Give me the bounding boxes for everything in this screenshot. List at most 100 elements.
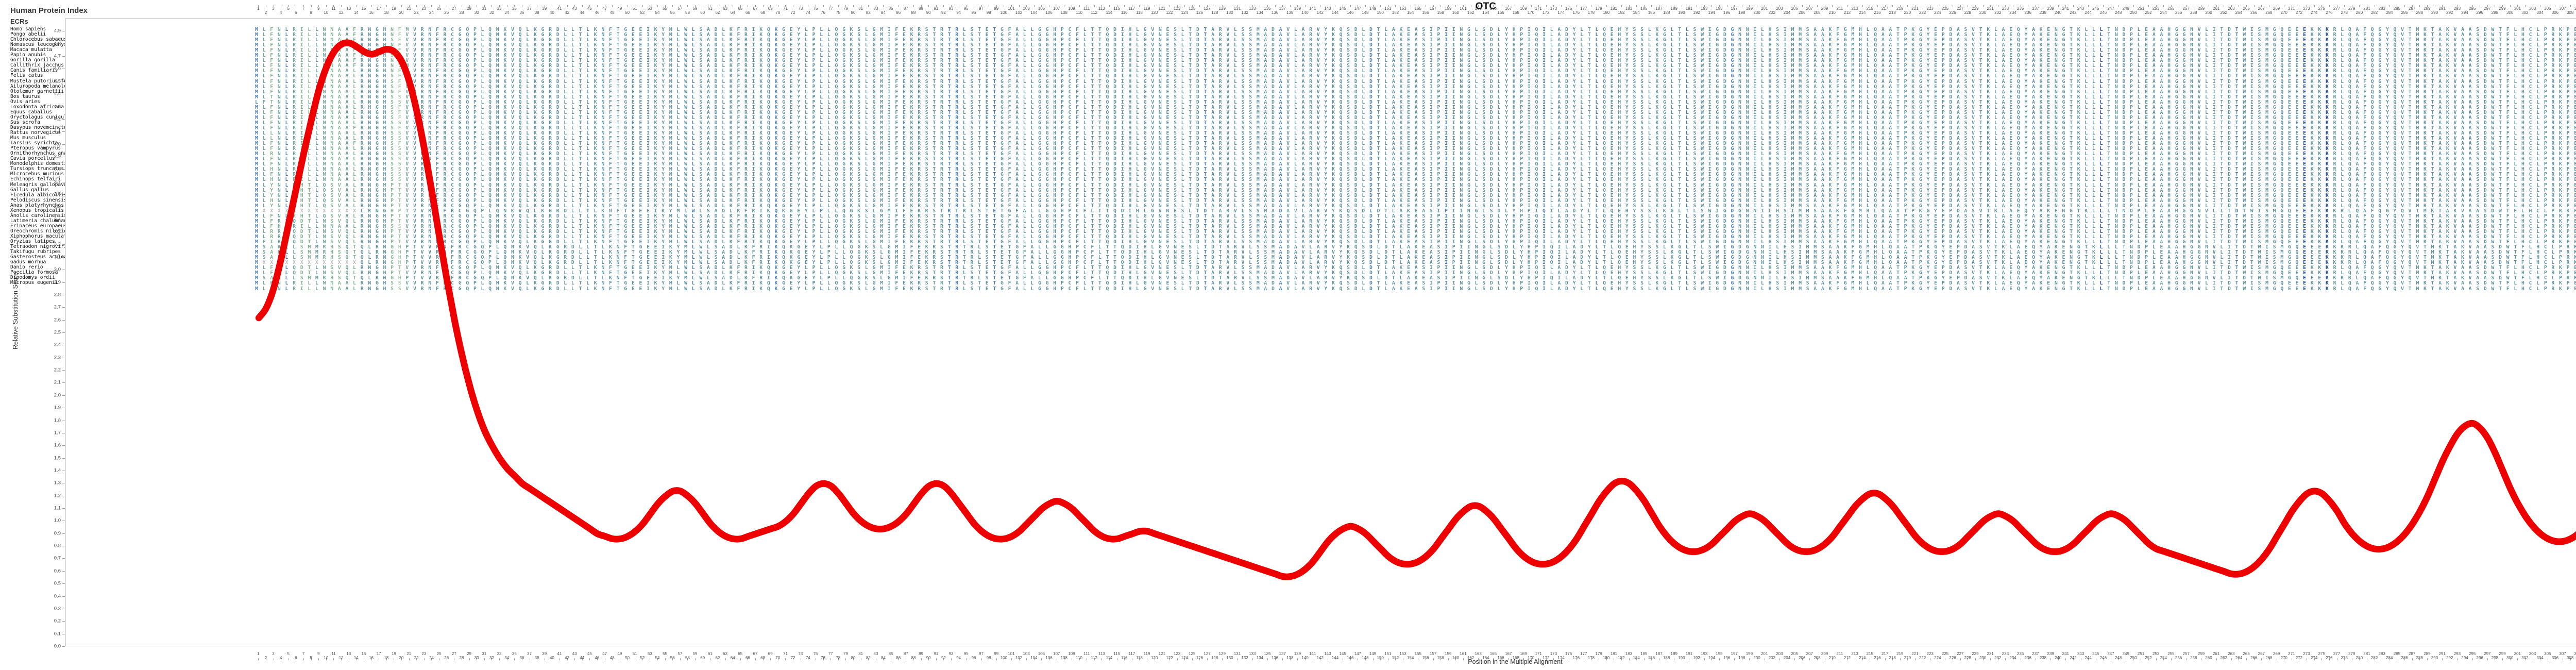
- x-axis-tick-mark: [1463, 5, 1464, 7]
- x-axis-tick-label: 237: [2032, 651, 2039, 656]
- x-axis-tick-label: 269: [2273, 6, 2280, 11]
- x-axis-tick-label: 19: [391, 651, 396, 656]
- x-axis-tick-label: 98: [986, 10, 991, 15]
- x-axis-tick-label: 282: [2370, 656, 2378, 660]
- x-axis-tick-mark: [1267, 5, 1268, 7]
- x-axis-tick-label: 201: [1760, 6, 1768, 11]
- x-axis-tick-label: 154: [1406, 10, 1414, 15]
- x-axis-tick-label: 164: [1482, 656, 1489, 660]
- x-axis-tick-label: 229: [1972, 6, 1979, 11]
- x-axis-tick-mark: [2419, 658, 2420, 660]
- x-axis-tick-label: 31: [482, 6, 487, 11]
- x-axis-tick-label: 150: [1377, 10, 1384, 15]
- x-axis-tick-label: 50: [625, 656, 630, 660]
- x-axis-tick-label: 223: [1926, 651, 1934, 656]
- x-axis-tick-label: 238: [2039, 656, 2047, 660]
- x-axis-tick-mark: [2344, 658, 2345, 660]
- x-axis-tick-mark: [333, 658, 334, 660]
- x-axis-tick-label: 258: [2190, 656, 2197, 660]
- x-axis-tick-label: 264: [2235, 10, 2243, 15]
- y-axis-tick-mark: [62, 119, 65, 120]
- x-axis-tick-mark: [1794, 658, 1795, 660]
- x-axis-tick-label: 270: [2280, 10, 2287, 15]
- x-axis-tick-mark: [1079, 5, 1080, 7]
- x-axis-label: Position in the Multiple Alignment: [1468, 658, 1563, 665]
- x-axis-tick-mark: [416, 5, 417, 7]
- x-axis-tick-label: 69: [768, 6, 773, 11]
- x-axis-tick-label: 117: [1128, 651, 1136, 656]
- x-axis-tick-label: 304: [2536, 10, 2544, 15]
- species-label: Pelodiscus sinensis: [10, 197, 67, 203]
- x-axis-tick-label: 216: [1874, 10, 1881, 15]
- x-axis-tick-mark: [657, 5, 658, 7]
- x-axis-tick-label: 261: [2212, 6, 2220, 11]
- x-axis-tick-mark: [943, 658, 944, 660]
- x-axis-tick-label: 208: [1814, 10, 1821, 15]
- x-axis-tick-mark: [574, 5, 575, 7]
- x-axis-tick-mark: [785, 5, 786, 7]
- x-axis-tick-mark: [1033, 658, 1035, 660]
- x-axis-tick-label: 148: [1362, 10, 1369, 15]
- x-axis-tick-label: 52: [640, 656, 645, 660]
- x-axis-tick-label: 57: [677, 6, 683, 11]
- x-axis-tick-label: 160: [1452, 656, 1460, 660]
- x-axis-tick-label: 241: [2062, 6, 2069, 11]
- x-axis-tick-label: 145: [1339, 6, 1346, 11]
- x-axis-tick-mark: [740, 658, 741, 660]
- x-axis-tick-label: 62: [715, 656, 720, 660]
- x-axis-tick-mark: [695, 658, 696, 660]
- x-axis-tick-label: 123: [1173, 651, 1181, 656]
- x-axis-tick-label: 131: [1233, 6, 1241, 11]
- x-axis-tick-mark: [1448, 658, 1449, 660]
- x-axis-tick-mark: [2253, 5, 2255, 7]
- x-axis-tick-label: 37: [527, 6, 532, 11]
- x-axis-tick-label: 166: [1497, 656, 1504, 660]
- x-axis-tick-mark: [1914, 658, 1916, 660]
- x-axis-tick-mark: [1719, 658, 1720, 660]
- x-axis-tick-label: 249: [2122, 651, 2129, 656]
- x-axis-tick-label: 260: [2205, 10, 2212, 15]
- x-axis-tick-label: 196: [1723, 656, 1731, 660]
- x-axis-tick-label: 113: [1098, 651, 1105, 656]
- x-axis-tick-mark: [258, 658, 259, 660]
- x-axis-tick-label: 187: [1655, 6, 1663, 11]
- x-axis-tick-label: 102: [1015, 10, 1023, 15]
- x-axis-tick-label: 157: [1429, 651, 1437, 656]
- x-axis-tick-label: 99: [994, 6, 999, 11]
- x-axis-tick-label: 93: [948, 6, 954, 11]
- x-axis-tick-mark: [2216, 658, 2217, 660]
- x-axis-tick-label: 104: [1030, 656, 1038, 660]
- x-axis-tick-label: 167: [1504, 651, 1512, 656]
- x-axis-tick-mark: [1531, 5, 1532, 7]
- x-axis-tick-label: 129: [1218, 6, 1226, 11]
- x-axis-tick-mark: [499, 5, 500, 7]
- x-axis-tick-mark: [2103, 5, 2104, 7]
- x-axis-tick-label: 32: [489, 10, 494, 15]
- y-axis-tick-mark: [62, 621, 65, 622]
- x-axis-tick-mark: [642, 658, 643, 660]
- x-axis-tick-label: 194: [1708, 656, 1715, 660]
- x-axis-tick-label: 206: [1799, 656, 1806, 660]
- x-axis-tick-mark: [951, 658, 952, 660]
- x-axis-tick-mark: [1606, 5, 1607, 7]
- x-axis-tick-label: 250: [2130, 656, 2137, 660]
- x-axis-tick-label: 6: [295, 656, 297, 660]
- x-axis-tick-label: 85: [888, 651, 893, 656]
- x-axis-tick-label: 67: [753, 651, 758, 656]
- x-axis-tick-label: 4: [279, 10, 282, 15]
- x-axis-tick-mark: [823, 658, 824, 660]
- x-axis-tick-label: 168: [1512, 656, 1519, 660]
- x-axis-tick-label: 257: [2182, 6, 2190, 11]
- x-axis-tick-label: 290: [2431, 656, 2438, 660]
- x-axis-tick-label: 199: [1745, 6, 1753, 11]
- x-axis-tick-label: 278: [2341, 10, 2348, 15]
- x-axis-tick-mark: [1395, 5, 1396, 7]
- y-axis-tick-label: 1.8: [54, 417, 61, 424]
- x-axis-tick-mark: [1643, 5, 1645, 7]
- y-axis-tick-label: 2.1: [54, 379, 61, 386]
- x-axis-tick-label: 232: [1994, 656, 2002, 660]
- x-axis-tick-label: 22: [414, 656, 419, 660]
- x-axis-tick-mark: [1576, 658, 1577, 660]
- x-axis-tick-label: 259: [2197, 651, 2205, 656]
- x-axis-tick-label: 49: [617, 6, 622, 11]
